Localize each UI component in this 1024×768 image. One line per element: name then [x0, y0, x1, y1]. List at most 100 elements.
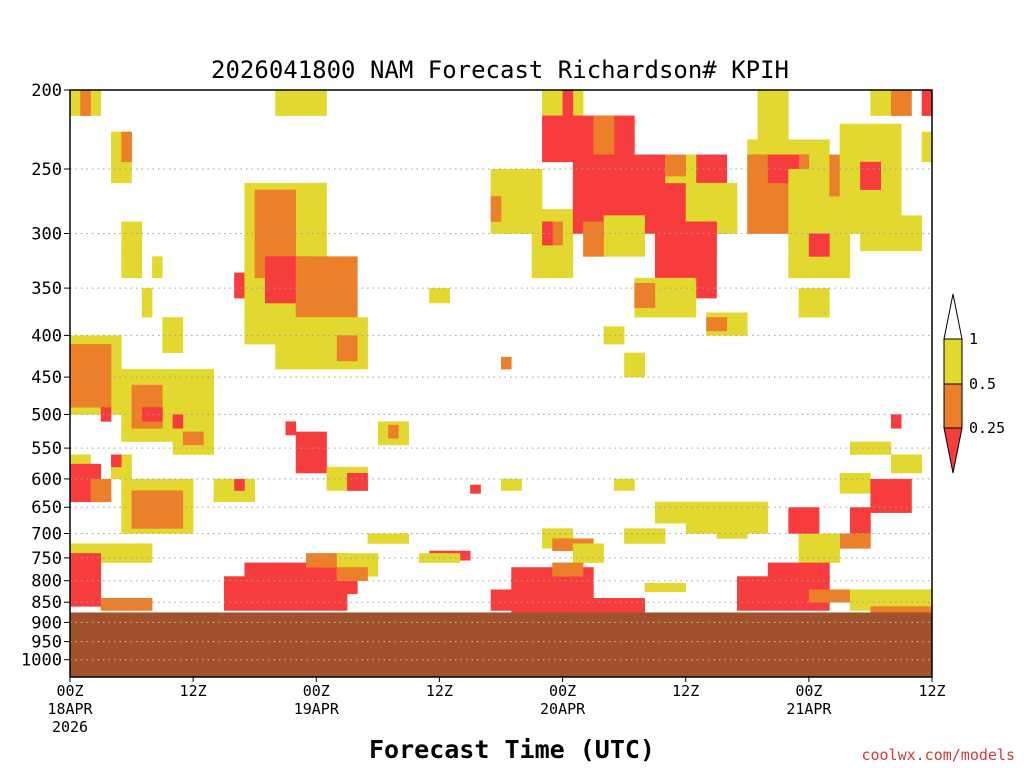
data-cell [675, 250, 687, 279]
data-cell [141, 598, 153, 604]
data-cell [90, 478, 102, 494]
data-cell [829, 261, 840, 279]
data-cell [778, 189, 789, 222]
data-cell [829, 589, 840, 596]
data-cell [172, 444, 184, 455]
data-cell [90, 493, 102, 503]
data-cell [326, 283, 338, 309]
data-cell [264, 579, 276, 586]
data-cell [706, 154, 717, 190]
data-cell [583, 594, 594, 599]
data-cell [244, 590, 256, 595]
data-cell [572, 608, 584, 613]
data-cell [542, 540, 553, 548]
data-cell [275, 189, 286, 222]
data-cell [100, 403, 112, 408]
data-cell [295, 339, 307, 362]
data-cell [326, 590, 338, 595]
data-cell [665, 250, 676, 279]
data-cell [172, 369, 184, 389]
y-axis: 200 250 300 350 400 450 500 550 600 650 700 750 8008… [21, 81, 70, 671]
data-cell [244, 182, 256, 216]
data-cell [388, 539, 399, 544]
data-cell [788, 154, 799, 184]
data-cell [624, 598, 635, 604]
data-cell [880, 478, 892, 494]
data-cell [849, 600, 861, 606]
data-cell [695, 182, 707, 216]
data-cell [306, 568, 317, 575]
data-cell [501, 589, 512, 596]
data-cell [316, 598, 327, 604]
data-cell [511, 572, 522, 579]
data-cell [121, 598, 132, 604]
data-cell [244, 603, 256, 609]
data-cell [306, 339, 317, 362]
data-cell [306, 90, 317, 116]
data-cell [798, 562, 810, 569]
data-cell [737, 312, 748, 336]
data-cell [562, 562, 574, 569]
data-cell [316, 283, 327, 309]
data-cell [80, 365, 91, 386]
data-cell [829, 539, 840, 547]
plot-frame [69, 89, 933, 678]
data-cell [562, 115, 574, 155]
data-cell [716, 515, 728, 529]
data-cell [275, 562, 286, 569]
data-cell [131, 549, 143, 556]
x-tick-label: 12Z [918, 682, 945, 700]
data-cell [603, 608, 615, 613]
data-cell [716, 501, 728, 516]
data-cell [70, 587, 81, 593]
data-cell [737, 587, 748, 593]
data-cell [737, 515, 748, 529]
data-cell [347, 559, 358, 566]
data-cell [819, 589, 830, 596]
data-cell [121, 507, 132, 521]
data-cell [716, 182, 728, 216]
below-ground-area [70, 612, 932, 677]
data-cell [757, 598, 769, 604]
data-cell [131, 517, 143, 529]
data-cell [849, 545, 861, 549]
data-cell [80, 576, 91, 583]
data-cell [264, 221, 276, 252]
data-cell [901, 245, 912, 252]
y-tick-label: 550 [31, 439, 62, 459]
data-cell [819, 562, 830, 569]
data-cell [839, 539, 851, 547]
data-cell [788, 581, 799, 588]
data-cell [654, 528, 666, 542]
data-cell [542, 608, 553, 613]
data-cell [788, 562, 799, 569]
data-cell [808, 568, 820, 575]
data-cell [182, 444, 194, 455]
data-cell [593, 603, 604, 609]
data-cell [131, 478, 143, 494]
data-cell [90, 570, 102, 577]
data-cell [624, 215, 635, 246]
colorbar-tick-label: 1 [969, 330, 978, 348]
data-cell [429, 553, 440, 560]
data-cell [583, 543, 594, 550]
data-cell [562, 603, 574, 609]
data-cell [695, 277, 707, 299]
data-cell [808, 168, 820, 204]
data-cell [552, 594, 563, 599]
data-cell [788, 598, 799, 604]
data-cell [901, 589, 912, 596]
data-cell [254, 608, 266, 611]
data-cell [788, 233, 799, 263]
data-cell [511, 589, 522, 596]
data-cells [70, 90, 933, 613]
data-cell [798, 608, 810, 611]
x-tick-label: 19APR [294, 700, 340, 718]
data-cell [388, 424, 399, 439]
data-cell [860, 605, 871, 611]
data-cell [644, 154, 656, 190]
data-cell [357, 339, 368, 362]
data-cell [767, 189, 779, 222]
data-cell [182, 493, 194, 508]
data-cell [264, 603, 276, 609]
